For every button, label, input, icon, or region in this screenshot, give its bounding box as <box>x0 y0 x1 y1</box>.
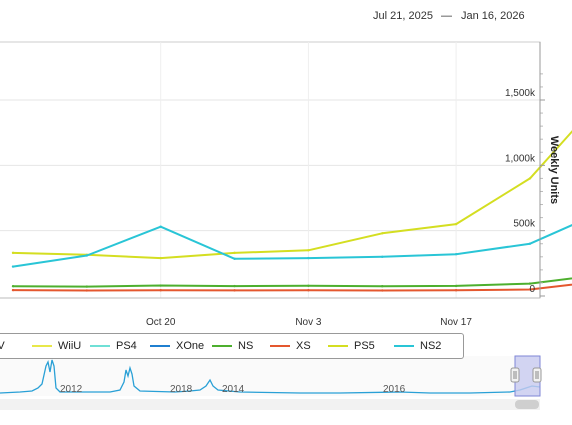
data-point-ps5[interactable] <box>11 251 15 255</box>
legend: SV WiiU PS4 XOne NS XS PS5 NS2 <box>0 333 464 359</box>
legend-label: XOne <box>176 340 205 352</box>
legend-swatch <box>270 345 290 348</box>
grid-lines <box>0 41 541 299</box>
data-point-ps5[interactable] <box>381 232 384 235</box>
data-point-xs[interactable] <box>381 289 384 292</box>
legend-swatch <box>150 345 170 348</box>
data-point-ns2[interactable] <box>381 255 384 258</box>
data-point-xs[interactable] <box>233 289 236 292</box>
legend-label: PS4 <box>116 340 137 352</box>
data-point-xs[interactable] <box>85 289 89 292</box>
legend-item-ns2[interactable]: NS2 <box>394 338 441 354</box>
data-point-ns[interactable] <box>233 284 236 288</box>
series-line-ns[interactable] <box>12 267 572 289</box>
data-point-ps5[interactable] <box>159 256 162 260</box>
legend-swatch <box>32 345 52 348</box>
y-tick-label: 0 <box>529 284 535 295</box>
legend-label: SV <box>0 340 5 352</box>
data-point-xs[interactable] <box>159 289 162 292</box>
data-point-ns[interactable] <box>381 285 384 288</box>
series-line-ps5[interactable] <box>12 96 572 271</box>
legend-swatch <box>394 345 414 348</box>
data-point-ns[interactable] <box>454 284 458 288</box>
navigator[interactable]: 2012 2018 2014 2016 <box>0 355 542 410</box>
navigator-bg <box>0 356 540 396</box>
data-point-ns2[interactable] <box>85 254 89 257</box>
legend-item-xs[interactable]: XS <box>270 338 311 354</box>
legend-label: WiiU <box>58 340 82 352</box>
x-tick-label: Oct 20 <box>146 317 176 328</box>
range-start-date[interactable]: Jul 21, 2025 <box>373 10 433 22</box>
plot-border <box>0 41 541 299</box>
legend-label: PS5 <box>354 340 375 352</box>
series-line-xs[interactable] <box>12 280 572 292</box>
series-line-ns2[interactable] <box>12 185 572 271</box>
scrollbar-thumb[interactable] <box>515 400 539 409</box>
data-point-ns2[interactable] <box>233 257 236 260</box>
legend-item-xone[interactable]: XOne <box>150 338 204 354</box>
data-point-ns2[interactable] <box>11 265 15 268</box>
navigator-label: 2012 <box>60 384 83 395</box>
legend-swatch <box>212 345 232 348</box>
navigator-label: 2016 <box>383 384 406 395</box>
y-axis-title: Weekly Units <box>548 136 560 204</box>
navigator-label: 2018 <box>170 384 193 395</box>
data-point-xs[interactable] <box>307 289 310 292</box>
navigator-handle[interactable] <box>532 367 542 383</box>
legend-item-ns[interactable]: NS <box>212 338 253 354</box>
legend-item-ps5[interactable]: PS5 <box>328 338 375 354</box>
data-point-ps5[interactable] <box>454 222 458 226</box>
legend-item-sv[interactable]: SV <box>0 338 5 354</box>
navigator-series <box>0 359 541 394</box>
data-point-xs[interactable] <box>528 288 532 291</box>
data-point-ns[interactable] <box>528 282 532 285</box>
range-separator: — <box>441 10 452 22</box>
series-lines <box>11 96 572 292</box>
data-point-ns[interactable] <box>159 284 162 287</box>
legend-item-ps4[interactable]: PS4 <box>90 338 137 354</box>
data-point-ns2[interactable] <box>307 256 310 260</box>
data-point-ns[interactable] <box>307 284 310 288</box>
y-tick-label: 1,500k <box>505 88 536 99</box>
data-point-xs[interactable] <box>454 289 458 292</box>
data-point-ps5[interactable] <box>307 249 310 252</box>
legend-label: XS <box>296 340 311 352</box>
navigator-label: 2014 <box>222 384 245 395</box>
x-tick-label: Nov 3 <box>295 317 322 328</box>
y-tick-label: 1,000k <box>505 153 536 164</box>
legend-item-wiiu[interactable]: WiiU <box>32 338 81 354</box>
data-point-ns2[interactable] <box>159 225 162 228</box>
navigator-handle[interactable] <box>510 367 520 383</box>
range-end-date[interactable]: Jan 16, 2026 <box>461 10 525 22</box>
data-point-ns[interactable] <box>85 285 89 288</box>
y-tick-label: 500k <box>513 219 536 230</box>
data-point-ns2[interactable] <box>454 252 458 256</box>
data-point-ns2[interactable] <box>528 242 532 245</box>
data-point-ns[interactable] <box>11 285 15 288</box>
x-tick-label: Nov 17 <box>440 317 472 328</box>
data-point-ps5[interactable] <box>528 177 532 180</box>
data-point-xs[interactable] <box>11 288 15 292</box>
legend-label: NS <box>238 340 254 352</box>
legend-label: NS2 <box>420 340 442 352</box>
data-point-ps5[interactable] <box>233 251 236 255</box>
legend-swatch <box>90 345 110 348</box>
scrollbar-track[interactable] <box>0 399 540 410</box>
legend-swatch <box>328 345 348 348</box>
